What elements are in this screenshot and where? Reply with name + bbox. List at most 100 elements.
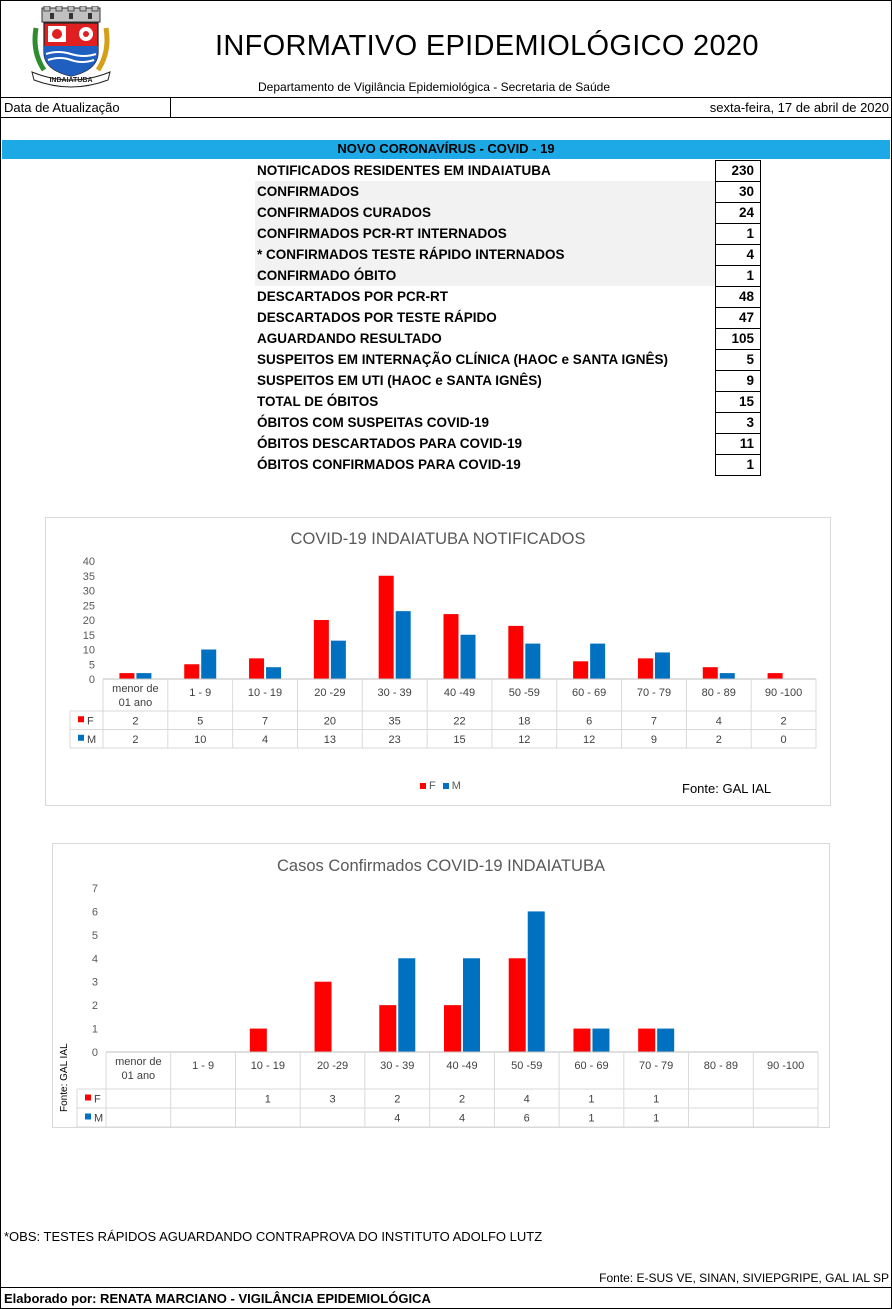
bar-f-2 xyxy=(249,658,265,679)
stat-label: SUSPEITOS EM INTERNAÇÃO CLÍNICA (HAOC e … xyxy=(257,352,669,367)
bar-m-9 xyxy=(719,673,735,679)
bar-f-7 xyxy=(573,1028,591,1052)
table-value: 35 xyxy=(389,715,401,727)
category-label: 50 -59 xyxy=(509,687,540,699)
table-value: 4 xyxy=(459,1113,465,1125)
table-value: 2 xyxy=(459,1094,465,1106)
bar-f-3 xyxy=(314,981,332,1052)
stat-value: 30 xyxy=(715,181,761,203)
bar-f-4 xyxy=(378,575,394,679)
notified-chart-legend: F M xyxy=(420,780,461,792)
y-tick-label: 0 xyxy=(89,674,95,686)
table-value: 6 xyxy=(586,715,592,727)
table-value: 23 xyxy=(389,734,401,746)
stat-row: CONFIRMADOS 30 xyxy=(255,181,761,203)
stat-row: DESCARTADOS POR TESTE RÁPIDO 47 xyxy=(255,307,761,329)
table-value: 18 xyxy=(518,715,530,727)
stat-value: 5 xyxy=(715,349,761,371)
stat-label: DESCARTADOS POR TESTE RÁPIDO xyxy=(257,310,497,325)
y-tick-label: 1 xyxy=(92,1024,98,1036)
update-label: Data de Atualização xyxy=(4,100,120,115)
stat-label: SUSPEITOS EM UTI (HAOC e SANTA IGNÊS) xyxy=(257,373,542,388)
page-subtitle: Departamento de Vigilância Epidemiológic… xyxy=(258,80,610,94)
footer-source: Fonte: E-SUS VE, SINAN, SIVIEPGRIPE, GAL… xyxy=(599,1271,889,1285)
bar-f-7 xyxy=(573,661,589,679)
y-tick-label: 2 xyxy=(92,1000,98,1012)
bar-m-8 xyxy=(654,652,670,679)
category-label: menor de 01 ano xyxy=(115,1056,161,1082)
update-date: sexta-feira, 17 de abril de 2020 xyxy=(709,100,889,115)
y-tick-label: 3 xyxy=(92,977,98,989)
stat-value: 3 xyxy=(715,412,761,434)
y-tick-label: 15 xyxy=(83,630,95,642)
table-value: 4 xyxy=(394,1113,400,1125)
table-value: 3 xyxy=(329,1094,335,1106)
y-tick-label: 25 xyxy=(83,600,95,612)
y-tick-label: 4 xyxy=(92,953,98,965)
table-value: 7 xyxy=(262,715,268,727)
bar-f-5 xyxy=(444,1005,461,1052)
category-label: 80 - 89 xyxy=(704,1060,738,1072)
bar-m-4 xyxy=(398,958,416,1052)
table-value: 20 xyxy=(324,715,336,727)
section-title: NOVO CORONAVÍRUS - COVID - 19 xyxy=(337,141,555,156)
bar-m-7 xyxy=(592,1028,610,1052)
bar-m-5 xyxy=(463,958,480,1052)
stat-label: NOTIFICADOS RESIDENTES EM INDAIATUBA xyxy=(257,163,551,178)
table-value: 10 xyxy=(194,734,206,746)
category-label: 20 -29 xyxy=(314,687,345,699)
bar-f-8 xyxy=(638,1028,656,1052)
legend-male-swatch xyxy=(442,783,449,790)
stat-row: CONFIRMADO ÓBITO 1 xyxy=(255,265,761,287)
y-tick-label: 30 xyxy=(83,586,95,598)
stat-label: ÓBITOS DESCARTADOS PARA COVID-19 xyxy=(257,436,523,451)
bar-f-9 xyxy=(702,667,718,679)
stat-row: ÓBITOS COM SUSPEITAS COVID-19 3 xyxy=(255,412,761,434)
bar-m-5 xyxy=(460,634,476,679)
category-label: 90 -100 xyxy=(767,1060,804,1072)
stat-label: CONFIRMADOS CURADOS xyxy=(257,205,431,220)
bar-m-3 xyxy=(330,640,346,679)
stat-value: 24 xyxy=(715,202,761,224)
bar-m-6 xyxy=(527,911,545,1052)
series-row-label: F xyxy=(87,715,94,727)
category-label: 60 - 69 xyxy=(574,1060,608,1072)
stat-value: 1 xyxy=(715,265,761,287)
table-value: 2 xyxy=(394,1094,400,1106)
category-label: 30 - 39 xyxy=(380,1060,414,1072)
bar-f-4 xyxy=(379,1005,397,1052)
category-label: 1 - 9 xyxy=(189,687,211,699)
stat-value: 1 xyxy=(715,223,761,245)
series-row-label: M xyxy=(94,1113,103,1125)
stat-label: * CONFIRMADOS TESTE RÁPIDO INTERNADOS xyxy=(257,247,565,262)
section-header: NOVO CORONAVÍRUS - COVID - 19 xyxy=(2,140,890,159)
stat-row: TOTAL DE ÓBITOS 15 xyxy=(255,391,761,413)
stat-value: 11 xyxy=(715,433,761,455)
bar-m-4 xyxy=(395,611,411,679)
stat-label: CONFIRMADOS PCR-RT INTERNADOS xyxy=(257,226,507,241)
category-label: 90 -100 xyxy=(765,687,802,699)
category-label: 50 -59 xyxy=(511,1060,542,1072)
stat-value: 4 xyxy=(715,244,761,266)
confirmed-chart-plot: 0 1 2 3 4 5 6 7 menor de 01 ano 1 - 9 10 - 19 20 -29… xyxy=(76,883,819,1128)
y-tick-label: 6 xyxy=(92,906,98,918)
table-value: 4 xyxy=(524,1094,530,1106)
stat-row: ÓBITOS CONFIRMADOS PARA COVID-19 1 xyxy=(255,454,761,476)
bar-f-3 xyxy=(313,620,329,679)
y-tick-label: 7 xyxy=(92,883,98,895)
city-crest-logo: INDAIATUBA xyxy=(31,6,111,88)
stat-value: 47 xyxy=(715,307,761,329)
table-value: 2 xyxy=(781,715,787,727)
bar-f-0 xyxy=(119,673,135,679)
bar-m-8 xyxy=(657,1028,675,1052)
table-value: 1 xyxy=(588,1094,594,1106)
notified-chart: COVID-19 INDAIATUBA NOTIFICADOS 0 5 10 15 20… xyxy=(45,517,831,806)
stat-label: DESCARTADOS POR PCR-RT xyxy=(257,289,449,304)
table-value: 1 xyxy=(653,1094,659,1106)
table-value: 15 xyxy=(453,734,465,746)
bar-f-10 xyxy=(767,673,783,679)
table-swatch-f xyxy=(85,1094,91,1101)
category-label: 60 - 69 xyxy=(572,687,606,699)
table-value: 5 xyxy=(197,715,203,727)
bar-m-1 xyxy=(201,649,217,679)
